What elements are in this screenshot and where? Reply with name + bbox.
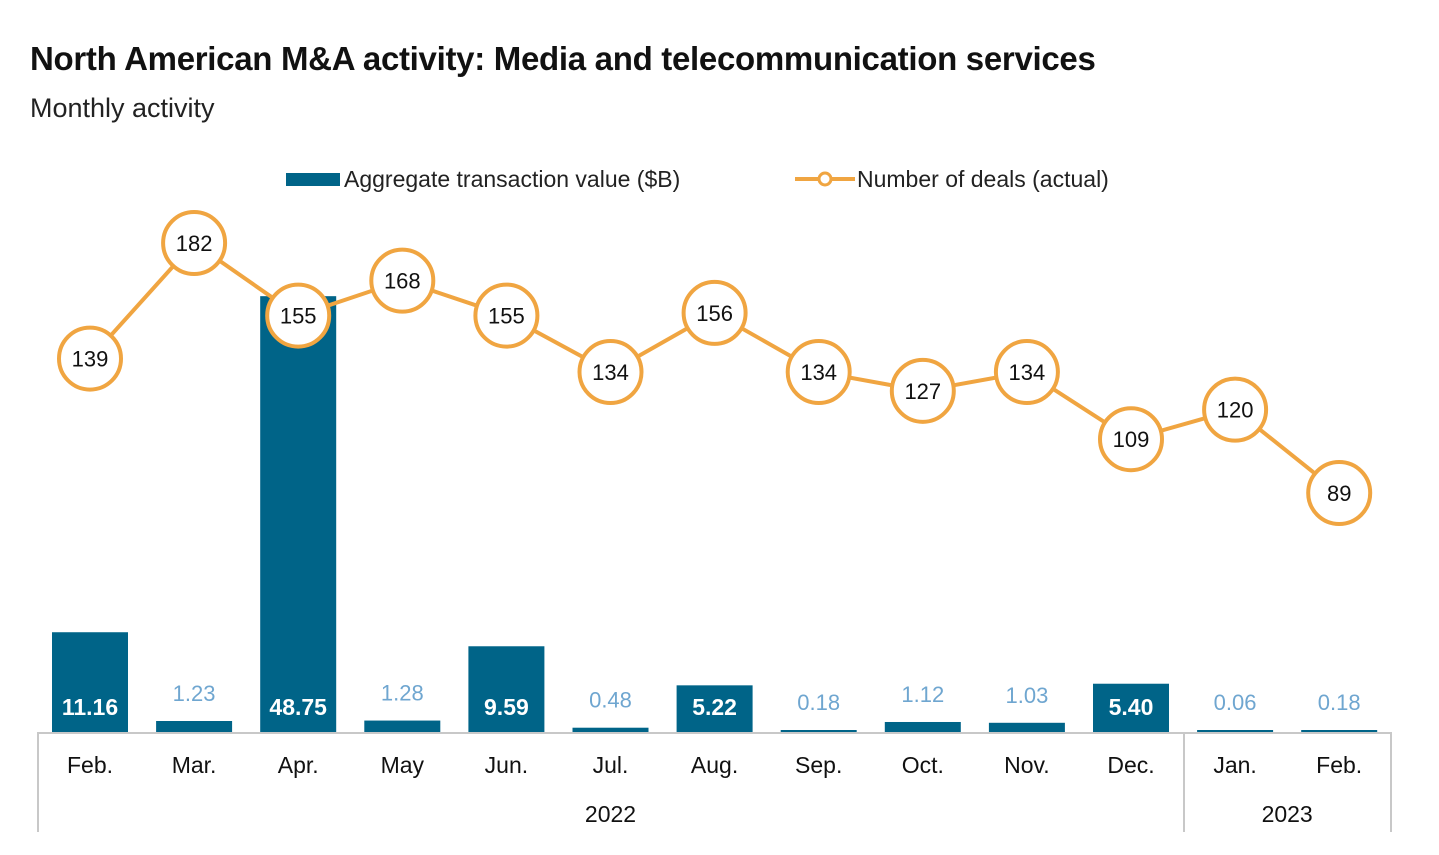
x-tick-label: Dec. bbox=[1107, 752, 1154, 778]
x-tick-label: Jun. bbox=[485, 752, 528, 778]
deals-value-label: 134 bbox=[1009, 360, 1046, 385]
deals-value-label: 156 bbox=[696, 301, 733, 326]
deals-marker bbox=[993, 339, 1060, 406]
bar-value-label: 1.03 bbox=[1005, 683, 1048, 708]
deals-value-label: 182 bbox=[176, 231, 213, 256]
line-marker-swatch-icon bbox=[795, 171, 855, 187]
deals-value-label: 139 bbox=[72, 347, 109, 372]
bar-2 bbox=[260, 296, 337, 732]
deals-value-label: 155 bbox=[488, 304, 525, 329]
x-tick-label: Jan. bbox=[1213, 752, 1256, 778]
bar-value-label: 9.59 bbox=[484, 694, 529, 720]
x-tick-label: May bbox=[381, 752, 425, 778]
bar-value-label: 1.23 bbox=[173, 681, 216, 706]
bar-1 bbox=[156, 721, 233, 732]
x-tick-label: Oct. bbox=[902, 752, 944, 778]
deals-value-label: 155 bbox=[280, 304, 317, 329]
deals-marker bbox=[681, 279, 748, 346]
deals-marker bbox=[1098, 406, 1164, 473]
deals-value-label: 134 bbox=[592, 360, 629, 385]
bar-value-label: 0.48 bbox=[589, 688, 632, 713]
bar-value-label: 1.28 bbox=[381, 681, 424, 706]
bar-0 bbox=[52, 632, 128, 732]
deals-value-label: 134 bbox=[800, 360, 837, 385]
bar-value-label: 1.12 bbox=[901, 682, 944, 707]
x-tick-label: Nov. bbox=[1004, 752, 1050, 778]
deals-value-label: 127 bbox=[904, 379, 941, 404]
bar-swatch-icon bbox=[286, 172, 340, 186]
legend-label-transaction-value: Aggregate transaction value ($B) bbox=[344, 165, 681, 192]
bar-12 bbox=[1301, 730, 1378, 732]
bar-value-label: 5.40 bbox=[1109, 694, 1154, 720]
x-year-group-label: 2022 bbox=[585, 801, 636, 827]
x-tick-label: Jul. bbox=[593, 752, 629, 778]
legend: Aggregate transaction value ($B) Number … bbox=[0, 164, 1439, 194]
deals-value-label: 109 bbox=[1113, 427, 1150, 452]
deals-marker bbox=[161, 210, 228, 276]
bar-11 bbox=[1197, 730, 1274, 732]
deals-marker bbox=[889, 357, 956, 424]
bar-value-label: 0.18 bbox=[797, 690, 840, 715]
bar-value-label: 5.22 bbox=[692, 694, 737, 720]
chart-title: North American M&A activity: Media and t… bbox=[30, 40, 1096, 77]
x-tick-label: Feb. bbox=[67, 752, 113, 778]
bar-4 bbox=[468, 646, 545, 732]
legend-item-number-of-deals: Number of deals (actual) bbox=[795, 164, 1109, 194]
x-tick-label: Sep. bbox=[795, 752, 842, 778]
deals-marker bbox=[785, 339, 852, 406]
deals-marker bbox=[369, 247, 436, 314]
bar-value-label: 0.06 bbox=[1214, 690, 1257, 715]
deals-value-label: 168 bbox=[384, 269, 421, 294]
deals-value-label: 120 bbox=[1217, 398, 1254, 423]
bar-10 bbox=[1093, 683, 1169, 732]
bar-value-label: 11.16 bbox=[62, 694, 118, 720]
bar-6 bbox=[676, 685, 753, 732]
chart-subtitle: Monthly activity bbox=[30, 93, 215, 123]
legend-item-transaction-value: Aggregate transaction value ($B) bbox=[286, 164, 680, 194]
deals-marker bbox=[473, 282, 540, 349]
x-tick-label: Mar. bbox=[172, 752, 217, 778]
bar-value-label: 48.75 bbox=[269, 694, 327, 720]
x-year-group-label: 2023 bbox=[1262, 801, 1313, 827]
deals-marker bbox=[265, 282, 332, 349]
deals-marker bbox=[1202, 376, 1269, 443]
bar-5 bbox=[572, 727, 649, 732]
deals-marker bbox=[57, 325, 123, 392]
bar-8 bbox=[884, 721, 961, 732]
x-tick-label: Aug. bbox=[691, 752, 738, 778]
bar-value-label: 0.18 bbox=[1318, 690, 1361, 715]
legend-label-number-of-deals: Number of deals (actual) bbox=[857, 165, 1109, 192]
bar-3 bbox=[364, 720, 441, 732]
deals-marker bbox=[577, 339, 644, 406]
deals-marker bbox=[1306, 459, 1373, 526]
bar-7 bbox=[780, 730, 857, 732]
bar-9 bbox=[988, 722, 1065, 732]
x-tick-label: Apr. bbox=[278, 752, 319, 778]
x-tick-label: Feb. bbox=[1316, 752, 1362, 778]
deals-value-label: 89 bbox=[1327, 481, 1351, 506]
